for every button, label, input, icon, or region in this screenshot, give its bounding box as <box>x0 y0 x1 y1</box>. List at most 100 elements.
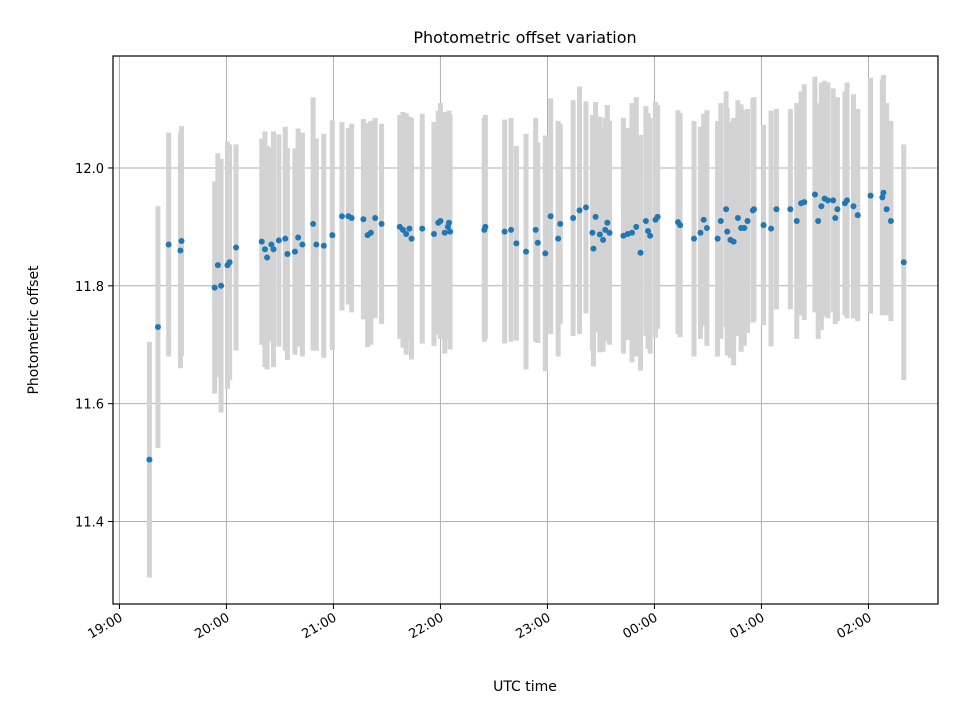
data-point <box>165 241 172 248</box>
data-point <box>313 241 320 248</box>
data-point <box>768 225 775 232</box>
data-point <box>589 229 596 236</box>
data-point <box>582 204 589 211</box>
data-point <box>406 225 413 232</box>
data-point <box>596 231 603 238</box>
data-point <box>403 230 410 237</box>
data-point <box>730 238 737 245</box>
data-point <box>178 238 185 245</box>
data-point <box>834 206 841 213</box>
data-point <box>717 217 724 224</box>
data-point <box>419 225 426 232</box>
data-point <box>482 223 489 230</box>
data-markers <box>146 189 907 463</box>
data-point <box>226 259 233 266</box>
data-point <box>691 235 698 242</box>
plot-frame <box>112 55 939 605</box>
data-point <box>677 222 684 229</box>
data-point <box>854 212 861 219</box>
data-point <box>787 206 794 213</box>
x-axis-ticks: 19:00 20:00 21:00 22:00 23:00 00:00 01:00 02:00 <box>85 604 874 642</box>
data-point <box>645 228 652 235</box>
data-point <box>437 217 444 224</box>
data-point <box>258 238 265 245</box>
data-point <box>282 235 289 242</box>
data-point <box>633 223 640 230</box>
y-axis-label: Photometric offset <box>26 265 42 395</box>
x-tick-label: 23:00 <box>513 610 553 642</box>
data-point <box>592 213 599 220</box>
data-point <box>295 234 302 241</box>
data-point <box>399 226 406 233</box>
data-point <box>360 216 367 223</box>
x-tick-label: 19:00 <box>85 610 125 642</box>
data-point <box>338 213 345 220</box>
data-point <box>818 203 825 210</box>
data-point <box>310 220 317 227</box>
data-point <box>880 189 887 196</box>
data-point <box>590 245 597 252</box>
data-point <box>900 259 907 266</box>
data-point <box>214 262 221 269</box>
data-point <box>604 219 611 226</box>
data-point <box>879 194 886 201</box>
data-point <box>264 254 271 261</box>
data-point <box>211 284 218 291</box>
data-point <box>637 249 644 256</box>
data-point <box>844 197 851 204</box>
data-point <box>534 239 541 246</box>
data-point <box>555 235 562 242</box>
data-point <box>233 244 240 251</box>
data-point <box>734 215 741 222</box>
data-point <box>532 226 539 233</box>
x-tick-label: 21:00 <box>299 610 339 642</box>
data-point <box>441 229 448 236</box>
y-tick-label: 12.0 <box>75 162 104 177</box>
data-point <box>177 247 184 254</box>
data-point <box>602 226 609 233</box>
data-point <box>447 228 454 235</box>
x-tick-label: 22:00 <box>406 610 446 642</box>
data-point <box>367 229 374 236</box>
data-point <box>445 219 452 226</box>
data-point <box>268 241 275 248</box>
data-point <box>883 206 890 213</box>
data-point <box>284 250 291 257</box>
data-point <box>275 237 282 244</box>
data-point <box>801 199 808 206</box>
data-point <box>372 215 379 222</box>
data-point <box>628 229 635 236</box>
data-point <box>320 242 327 249</box>
data-point <box>824 197 831 204</box>
data-point <box>600 236 607 243</box>
data-point <box>723 206 730 213</box>
data-point <box>576 207 583 214</box>
data-point <box>700 216 707 223</box>
y-tick-label: 11.4 <box>75 516 104 531</box>
data-point <box>750 206 757 213</box>
x-tick-label: 01:00 <box>727 610 767 642</box>
data-point <box>654 213 661 220</box>
data-point <box>703 225 710 232</box>
data-point <box>547 213 554 220</box>
data-point <box>291 248 298 255</box>
data-point <box>508 226 515 233</box>
data-point <box>261 246 268 253</box>
data-point <box>867 192 874 199</box>
data-point <box>830 197 837 204</box>
data-point <box>850 203 857 210</box>
y-axis-ticks: 11.4 11.6 11.8 12.0 <box>75 162 113 531</box>
data-point <box>714 235 721 242</box>
data-point <box>513 240 520 247</box>
data-point <box>773 206 780 213</box>
data-point <box>154 324 161 331</box>
data-point <box>299 241 306 248</box>
data-point <box>501 228 508 235</box>
data-point <box>887 217 894 224</box>
data-point <box>697 229 704 236</box>
data-point <box>647 232 654 239</box>
data-point <box>570 215 577 222</box>
data-point <box>146 456 153 463</box>
data-point <box>724 228 731 235</box>
